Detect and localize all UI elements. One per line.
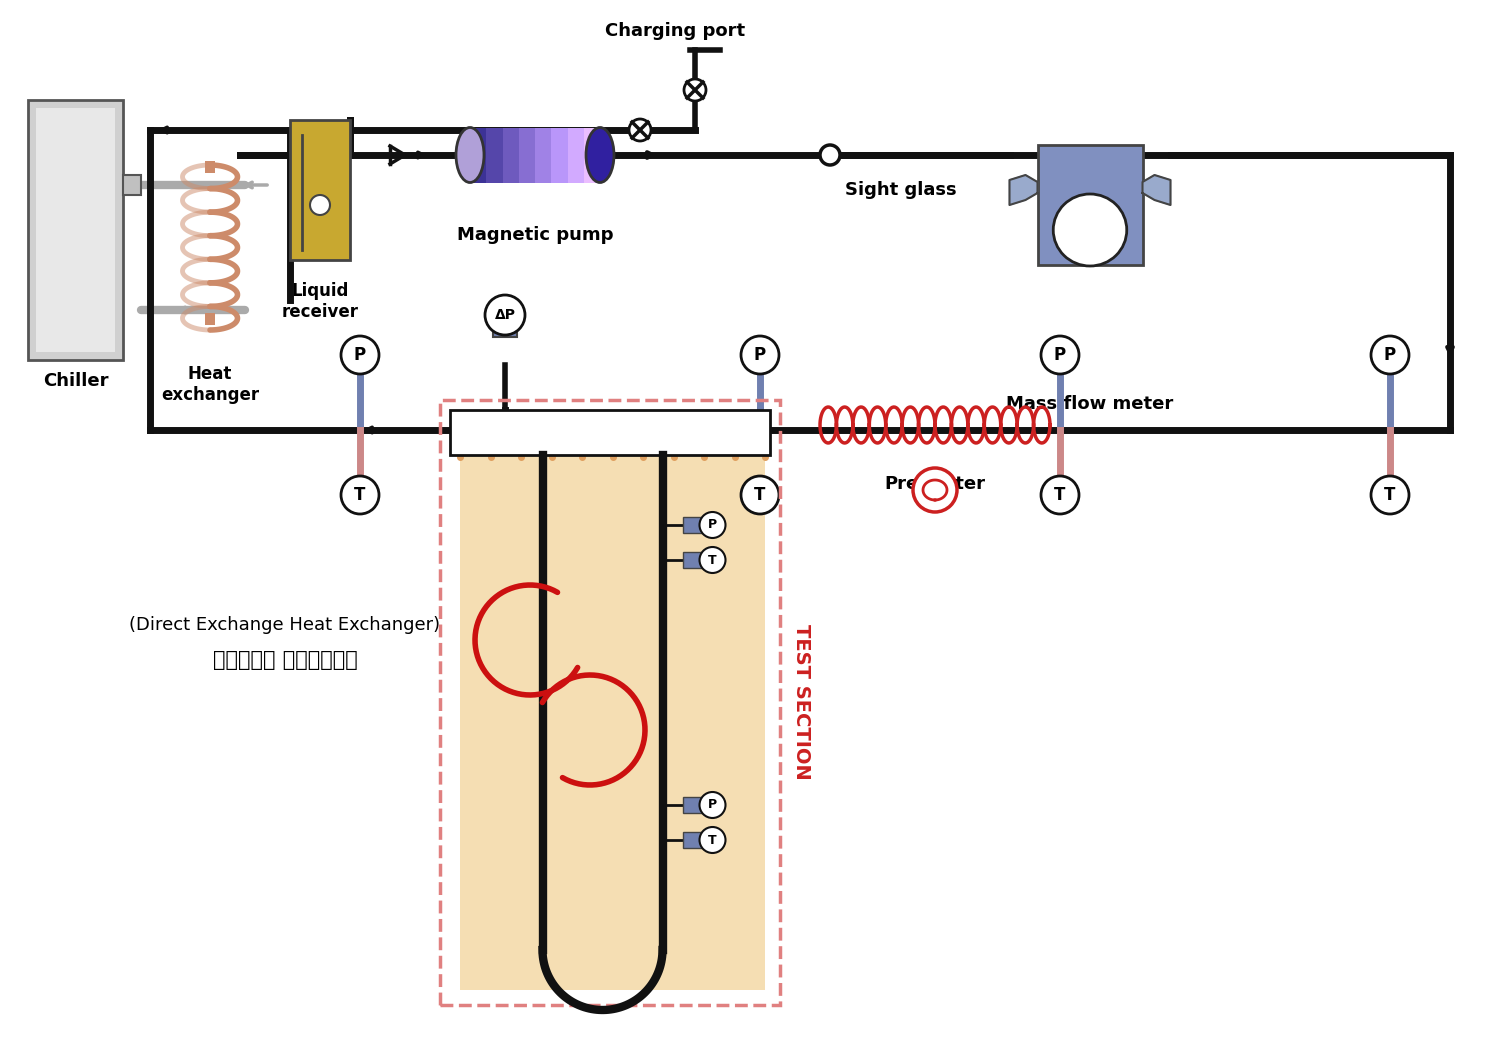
Circle shape <box>820 145 839 165</box>
Text: Heat
exchanger: Heat exchanger <box>161 365 259 404</box>
Circle shape <box>1041 336 1079 374</box>
Bar <box>1038 145 1142 265</box>
Text: T: T <box>708 834 717 846</box>
Bar <box>683 517 711 534</box>
Bar <box>28 100 122 359</box>
Bar <box>552 127 568 182</box>
Bar <box>683 797 711 813</box>
Text: Sight glass: Sight glass <box>845 181 957 199</box>
Bar <box>683 552 711 568</box>
Bar <box>494 309 517 337</box>
Ellipse shape <box>1053 194 1127 266</box>
Circle shape <box>699 827 726 853</box>
Text: Liquid
receiver: Liquid receiver <box>282 282 358 321</box>
Text: P: P <box>353 346 367 364</box>
Bar <box>450 410 769 455</box>
Bar <box>683 832 711 848</box>
Circle shape <box>341 336 379 374</box>
Text: Magnetic pump: Magnetic pump <box>456 226 613 244</box>
Text: T: T <box>1384 486 1396 504</box>
Circle shape <box>341 476 379 514</box>
Circle shape <box>1041 476 1079 514</box>
Text: P: P <box>708 798 717 812</box>
Text: P: P <box>754 346 766 364</box>
Bar <box>584 127 599 182</box>
Text: P: P <box>1384 346 1396 364</box>
Text: Mass flow meter: Mass flow meter <box>1006 395 1173 413</box>
Text: Charging port: Charging port <box>605 22 746 40</box>
Circle shape <box>699 792 726 818</box>
Text: ΔP: ΔP <box>495 308 516 322</box>
Text: T: T <box>1054 486 1066 504</box>
Bar <box>204 162 215 173</box>
Bar <box>535 127 552 182</box>
Bar <box>502 127 519 182</box>
Text: P: P <box>1054 346 1066 364</box>
Bar <box>122 175 142 195</box>
Ellipse shape <box>456 127 485 182</box>
Circle shape <box>741 476 778 514</box>
Circle shape <box>699 547 726 573</box>
Bar <box>36 108 115 352</box>
Circle shape <box>684 79 707 101</box>
Circle shape <box>699 512 726 538</box>
Polygon shape <box>1009 175 1038 205</box>
Circle shape <box>741 336 778 374</box>
Bar <box>291 120 350 260</box>
Text: Chiller: Chiller <box>43 372 109 390</box>
Circle shape <box>310 195 330 215</box>
Text: TEST SECTION: TEST SECTION <box>792 624 811 779</box>
Text: 직접순환식 지중열교환기: 직접순환식 지중열교환기 <box>213 650 358 670</box>
Bar <box>486 127 502 182</box>
Text: T: T <box>708 553 717 567</box>
Circle shape <box>1372 336 1409 374</box>
Text: Preheater: Preheater <box>884 475 986 493</box>
Bar <box>568 127 584 182</box>
Text: (Direct Exchange Heat Exchanger): (Direct Exchange Heat Exchanger) <box>130 616 440 634</box>
Circle shape <box>1372 476 1409 514</box>
Text: T: T <box>355 486 365 504</box>
Text: T: T <box>754 486 766 504</box>
Text: P: P <box>708 519 717 531</box>
Circle shape <box>912 468 957 512</box>
Ellipse shape <box>586 127 614 182</box>
Bar <box>519 127 535 182</box>
Circle shape <box>485 295 525 334</box>
Circle shape <box>629 119 652 141</box>
Bar <box>461 455 765 990</box>
Bar <box>440 400 780 1004</box>
Bar <box>470 127 486 182</box>
Polygon shape <box>1142 175 1170 205</box>
Bar <box>204 313 215 325</box>
